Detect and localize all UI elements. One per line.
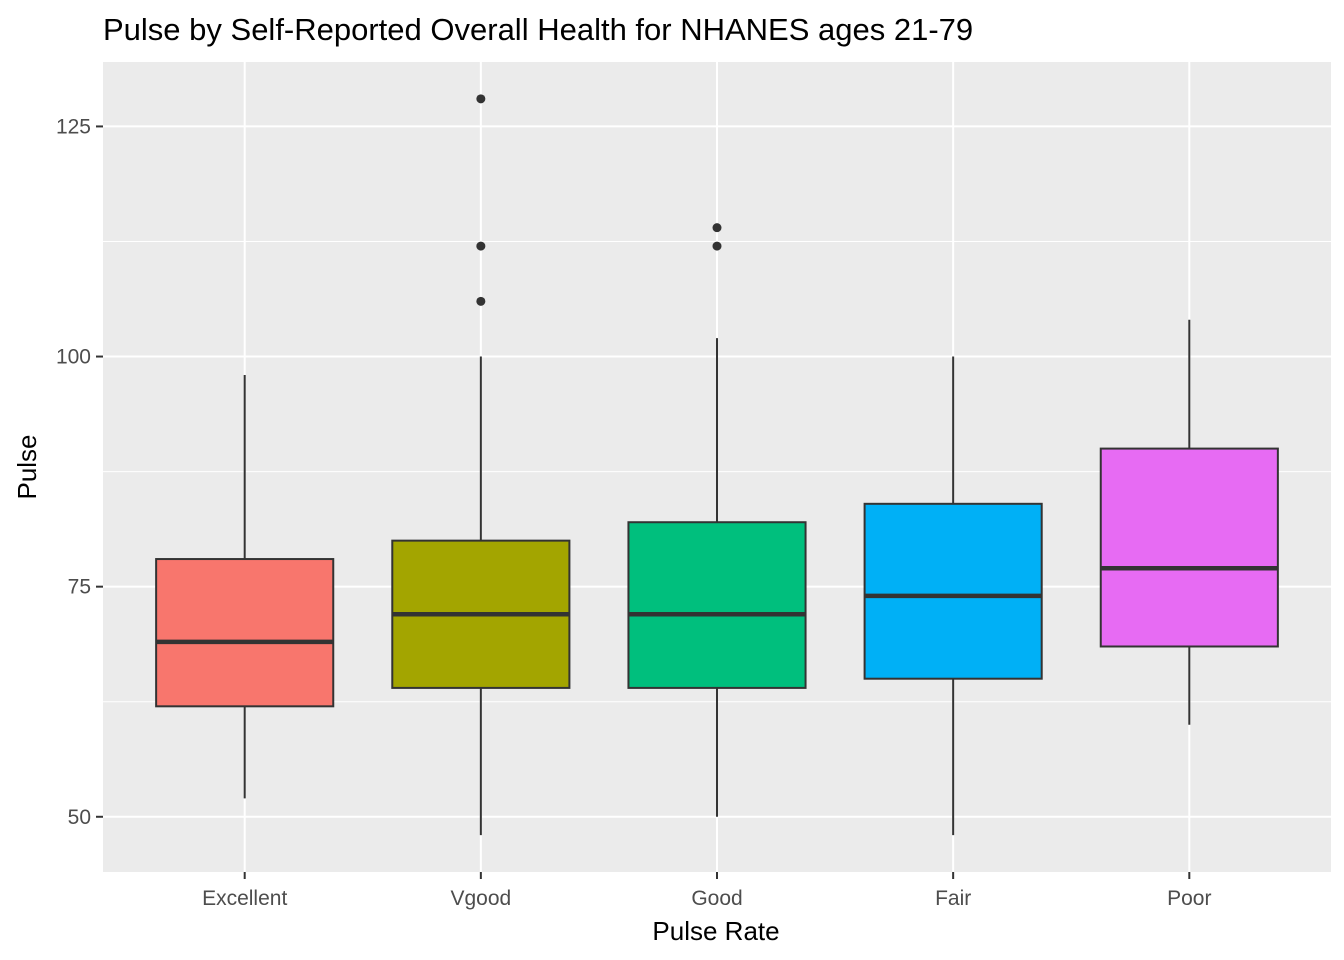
outlier-point — [712, 241, 722, 251]
box-iqr — [155, 558, 335, 708]
x-tick-label: Fair — [935, 887, 971, 910]
x-tick-label: Vgood — [450, 887, 511, 910]
y-tick-label: 100 — [56, 346, 91, 369]
x-tick-label: Poor — [1167, 887, 1211, 910]
box-iqr — [1099, 447, 1279, 648]
box-poor — [1099, 319, 1279, 725]
y-axis-title: Pulse — [12, 434, 42, 499]
box-series — [155, 94, 1279, 836]
x-axis-title: Pulse Rate — [652, 916, 779, 946]
outlier-point — [712, 223, 722, 233]
x-axis: Excellent Vgood Good Fair Poor — [202, 872, 1211, 910]
box-fair — [863, 356, 1043, 836]
box-good — [627, 223, 807, 817]
y-tick-label: 50 — [68, 806, 91, 829]
outlier-point — [476, 296, 486, 306]
y-axis: 50 75 100 125 — [56, 115, 103, 829]
x-tick-label: Excellent — [202, 887, 287, 910]
outlier-point — [476, 94, 486, 104]
box-excellent — [155, 374, 335, 799]
y-tick-label: 125 — [56, 115, 91, 138]
chart-title: Pulse by Self-Reported Overall Health fo… — [103, 12, 973, 47]
x-tick-label: Good — [691, 887, 742, 910]
box-iqr — [627, 521, 807, 689]
box-iqr — [863, 502, 1043, 680]
box-vgood — [391, 94, 571, 836]
y-tick-label: 75 — [68, 576, 91, 599]
outlier-point — [476, 241, 486, 251]
